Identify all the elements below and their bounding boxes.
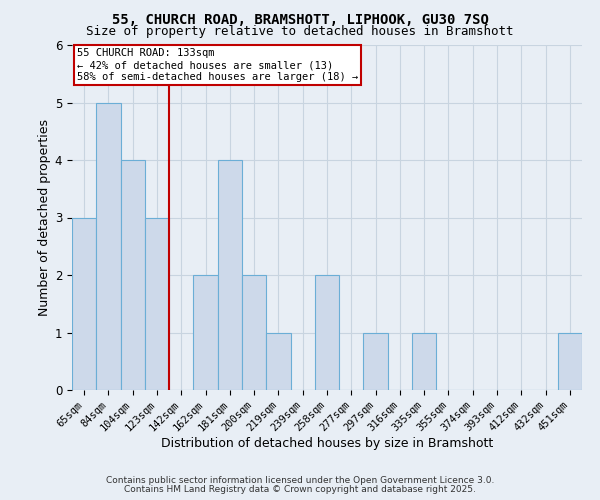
Text: 55, CHURCH ROAD, BRAMSHOTT, LIPHOOK, GU30 7SQ: 55, CHURCH ROAD, BRAMSHOTT, LIPHOOK, GU3… xyxy=(112,12,488,26)
Bar xyxy=(412,332,436,390)
Bar xyxy=(266,332,290,390)
Y-axis label: Number of detached properties: Number of detached properties xyxy=(38,119,50,316)
Bar xyxy=(364,332,388,390)
X-axis label: Distribution of detached houses by size in Bramshott: Distribution of detached houses by size … xyxy=(161,438,493,450)
Bar xyxy=(193,275,218,390)
Bar xyxy=(315,275,339,390)
Text: Contains HM Land Registry data © Crown copyright and database right 2025.: Contains HM Land Registry data © Crown c… xyxy=(124,484,476,494)
Bar xyxy=(72,218,96,390)
Bar xyxy=(96,102,121,390)
Bar xyxy=(218,160,242,390)
Bar xyxy=(145,218,169,390)
Bar xyxy=(242,275,266,390)
Text: 55 CHURCH ROAD: 133sqm
← 42% of detached houses are smaller (13)
58% of semi-det: 55 CHURCH ROAD: 133sqm ← 42% of detached… xyxy=(77,48,358,82)
Text: Size of property relative to detached houses in Bramshott: Size of property relative to detached ho… xyxy=(86,25,514,38)
Bar xyxy=(121,160,145,390)
Bar xyxy=(558,332,582,390)
Text: Contains public sector information licensed under the Open Government Licence 3.: Contains public sector information licen… xyxy=(106,476,494,485)
